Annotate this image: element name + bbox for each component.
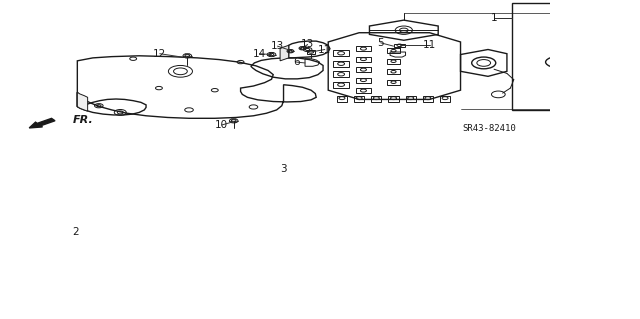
Bar xyxy=(356,46,371,51)
Text: SR43-82410: SR43-82410 xyxy=(463,124,516,133)
Text: 6: 6 xyxy=(293,57,300,67)
Text: 5: 5 xyxy=(378,38,384,48)
Bar xyxy=(394,44,404,47)
Bar xyxy=(387,69,401,74)
Bar xyxy=(337,96,347,101)
FancyArrow shape xyxy=(29,118,55,128)
Text: FR.: FR. xyxy=(73,115,94,125)
Bar xyxy=(354,96,364,101)
Bar xyxy=(371,96,381,101)
Bar xyxy=(356,78,371,83)
Bar xyxy=(333,50,349,56)
Bar xyxy=(387,48,401,53)
Bar xyxy=(356,88,371,93)
Text: 1: 1 xyxy=(491,13,497,23)
Text: 11: 11 xyxy=(423,40,436,50)
Bar xyxy=(388,96,399,101)
Bar xyxy=(356,57,371,62)
Text: 10: 10 xyxy=(215,120,228,130)
Polygon shape xyxy=(77,92,88,111)
Bar xyxy=(423,96,433,101)
Text: 2: 2 xyxy=(72,227,79,237)
Bar xyxy=(307,50,316,54)
Text: 11: 11 xyxy=(318,45,332,55)
Polygon shape xyxy=(280,45,289,61)
Text: 13: 13 xyxy=(301,40,314,49)
Circle shape xyxy=(551,8,592,28)
Bar xyxy=(387,59,401,64)
Bar xyxy=(333,71,349,77)
Bar xyxy=(512,3,630,110)
Text: 12: 12 xyxy=(153,49,166,59)
Bar xyxy=(440,96,450,101)
Text: 3: 3 xyxy=(280,164,287,174)
Bar xyxy=(333,82,349,88)
Bar xyxy=(387,80,401,85)
Bar xyxy=(406,96,416,101)
Bar xyxy=(333,61,349,67)
Text: 14: 14 xyxy=(253,49,266,59)
Text: 13: 13 xyxy=(271,41,284,51)
Bar xyxy=(356,67,371,72)
